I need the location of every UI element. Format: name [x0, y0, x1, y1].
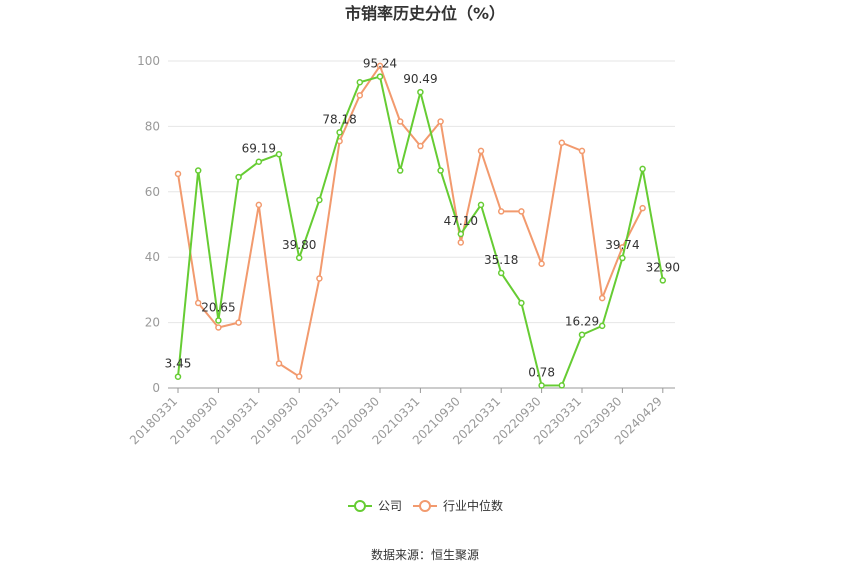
- legend[interactable]: 公司 行业中位数: [348, 498, 503, 513]
- legend-item-company[interactable]: 公司: [348, 499, 402, 513]
- data-point[interactable]: [578, 147, 586, 155]
- y-axis: 0 20 40 60 80 100: [137, 54, 160, 395]
- data-point[interactable]: [417, 88, 424, 96]
- data-label: 39.74: [605, 238, 639, 252]
- data-point[interactable]: [295, 254, 303, 262]
- series-1: [174, 62, 646, 380]
- data-point[interactable]: [497, 208, 505, 215]
- data-point[interactable]: [174, 373, 182, 380]
- data-label: 16.29: [565, 315, 599, 329]
- data-point[interactable]: [437, 167, 444, 174]
- data-point[interactable]: [659, 277, 667, 284]
- data-point[interactable]: [255, 201, 263, 209]
- data-point[interactable]: [619, 254, 626, 262]
- data-point[interactable]: [457, 239, 465, 246]
- data-label: 39.80: [282, 238, 316, 252]
- y-tick-label: 60: [145, 185, 160, 199]
- series-lines: [174, 62, 667, 389]
- data-point[interactable]: [477, 147, 485, 155]
- y-tick-label: 40: [145, 250, 160, 264]
- series-line-1: [177, 64, 644, 378]
- y-tick-label: 80: [145, 119, 160, 133]
- data-label: 90.49: [403, 72, 437, 86]
- legend-item-industry-median[interactable]: 行业中位数: [413, 498, 503, 513]
- y-tick-label: 20: [145, 316, 160, 330]
- series-line-0: [177, 75, 664, 387]
- data-point[interactable]: [396, 167, 404, 174]
- x-axis: 2018033120180930201903312019093020200331…: [127, 387, 675, 447]
- y-tick-label: 0: [152, 381, 160, 395]
- data-point[interactable]: [538, 382, 545, 389]
- data-point[interactable]: [295, 373, 303, 380]
- grid: [168, 60, 675, 324]
- series-0: [174, 73, 667, 389]
- legend-label-company: 公司: [378, 499, 402, 513]
- data-point[interactable]: [316, 196, 323, 204]
- data-point[interactable]: [356, 79, 364, 86]
- data-labels: 3.45 20.65 69.19 39.80 78.18 95.24 90.49 47.10 3…: [165, 57, 680, 380]
- data-point[interactable]: [356, 92, 364, 99]
- data-label: 95.24: [363, 57, 397, 71]
- data-point[interactable]: [336, 129, 343, 136]
- data-label: 0.78: [528, 365, 555, 379]
- data-point[interactable]: [235, 319, 242, 326]
- data-point[interactable]: [396, 118, 404, 125]
- data-label: 35.18: [484, 253, 518, 267]
- chart-title: 市销率历史分位（%）: [345, 4, 505, 23]
- data-point[interactable]: [194, 167, 202, 174]
- data-point[interactable]: [215, 324, 222, 331]
- data-point[interactable]: [417, 142, 424, 150]
- source-note: 数据来源：恒生聚源: [371, 547, 479, 562]
- data-point[interactable]: [598, 294, 606, 302]
- data-point[interactable]: [538, 260, 545, 267]
- data-point[interactable]: [457, 230, 465, 238]
- data-point[interactable]: [578, 331, 586, 338]
- data-label: 32.90: [646, 260, 680, 274]
- data-point[interactable]: [376, 62, 384, 70]
- data-point[interactable]: [598, 322, 606, 330]
- legend-label-industry-median: 行业中位数: [443, 498, 503, 513]
- data-point[interactable]: [497, 269, 505, 277]
- data-point[interactable]: [215, 317, 222, 324]
- data-label: 3.45: [165, 357, 192, 371]
- data-point[interactable]: [477, 201, 485, 209]
- legend-marker-industry-median: [419, 500, 431, 512]
- data-label: 47.10: [444, 214, 478, 228]
- data-point[interactable]: [639, 204, 646, 212]
- data-point[interactable]: [376, 73, 384, 80]
- data-point[interactable]: [174, 170, 182, 178]
- data-point[interactable]: [639, 165, 646, 173]
- data-label: 69.19: [242, 142, 276, 156]
- data-point[interactable]: [275, 360, 283, 367]
- y-tick-label: 100: [137, 54, 160, 68]
- data-point[interactable]: [558, 139, 566, 146]
- data-label: 78.18: [322, 112, 356, 126]
- data-point[interactable]: [518, 299, 525, 307]
- data-point[interactable]: [518, 208, 525, 215]
- data-label: 20.65: [201, 300, 235, 314]
- data-point[interactable]: [558, 382, 566, 389]
- data-point[interactable]: [235, 173, 242, 181]
- data-point[interactable]: [316, 275, 323, 282]
- data-point[interactable]: [437, 118, 444, 125]
- data-point[interactable]: [194, 299, 202, 307]
- data-point[interactable]: [255, 158, 263, 165]
- data-point[interactable]: [275, 150, 283, 158]
- legend-marker-company: [354, 500, 366, 512]
